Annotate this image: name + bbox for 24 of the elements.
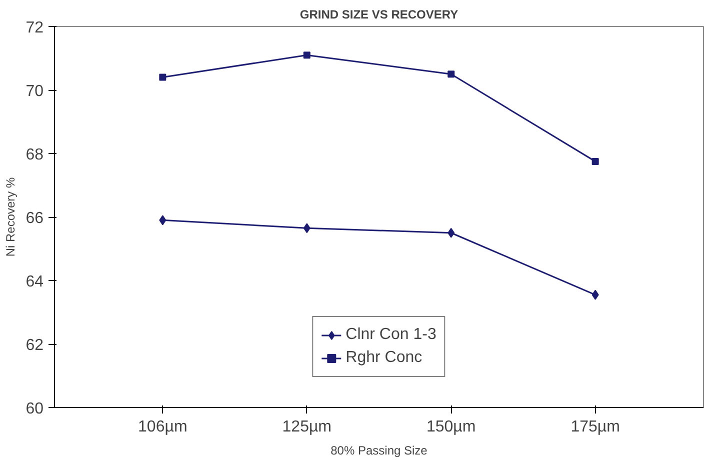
x-tick-label: 125µm <box>282 418 332 436</box>
y-tick-label: 66 <box>26 210 44 227</box>
x-tick-label: 150µm <box>426 418 476 436</box>
point <box>448 228 455 238</box>
legend-label: Rghr Conc <box>346 349 422 367</box>
point <box>303 52 310 59</box>
y-tick-label: 68 <box>26 146 44 164</box>
chart-title: GRIND SIZE VS RECOVERY <box>300 8 458 22</box>
point <box>159 215 166 226</box>
point <box>592 158 599 165</box>
y-tick-label: 62 <box>26 337 44 354</box>
point <box>592 290 599 300</box>
point <box>448 70 455 78</box>
y-tick-label: 60 <box>26 400 44 418</box>
x-tick-label: 175µm <box>570 418 620 436</box>
legend-label: Clnr Con 1-3 <box>346 326 436 344</box>
y-axis-title: Ni Recovery % <box>4 176 18 257</box>
y-tick-label: 70 <box>26 83 44 100</box>
x-tick-label: 106µm <box>138 418 188 436</box>
point <box>159 74 166 81</box>
y-tick-label: 64 <box>26 274 44 290</box>
point <box>303 223 310 234</box>
y-tick-label: 72 <box>26 20 44 36</box>
x-axis-title: 80% Passing Size <box>330 444 428 458</box>
